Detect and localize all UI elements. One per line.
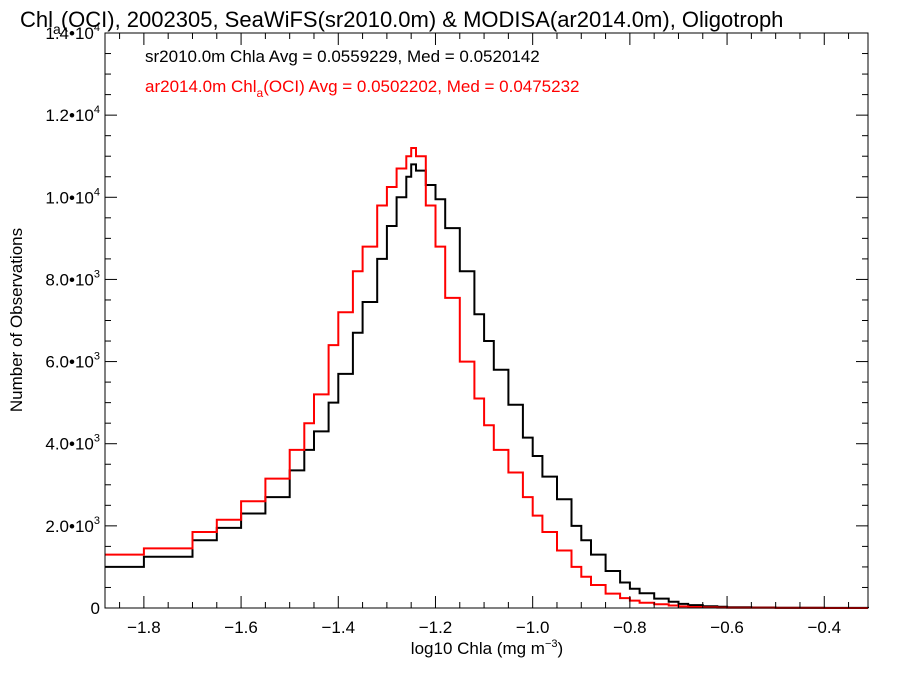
y-tick-label: 2.0•103 (45, 515, 100, 536)
x-axis-label: log10 Chla (mg m−3) (411, 638, 563, 658)
y-tick-label: 6.0•103 (45, 351, 100, 372)
x-tick-label: −1.6 (224, 618, 258, 637)
chart-title: Chla(OCI), 2002305, SeaWiFS(sr2010.0m) &… (20, 7, 783, 37)
series-line-1 (105, 147, 868, 609)
x-tick-label: −1.4 (321, 618, 355, 637)
annotation-sr2010: sr2010.0m Chla Avg = 0.0559229, Med = 0.… (145, 47, 540, 66)
x-tick-label: −0.8 (613, 618, 647, 637)
x-tick-label: −0.6 (710, 618, 744, 637)
x-tick-label: −1.8 (127, 618, 161, 637)
y-tick-label: 8.0•103 (45, 268, 100, 289)
y-tick-label: 1.4•104 (45, 22, 100, 43)
x-tick-label: −1.0 (516, 618, 550, 637)
x-tick-label: −0.4 (807, 618, 841, 637)
ticks-group: −1.8 −1.6 −1.4 −1.2 −1.0 −0.8 −0.6 −0.4 0 2.0•103… (45, 22, 868, 637)
y-tick-label: 4.0•103 (45, 433, 100, 454)
y-tick-label: 0 (91, 599, 100, 618)
y-tick-label: 1.2•104 (45, 104, 100, 125)
y-axis-label: Number of Observations (7, 228, 26, 412)
series-group (105, 147, 869, 609)
y-tick-label: 1.0•104 (45, 186, 100, 207)
series-line-0 (105, 163, 869, 609)
x-tick-label: −1.2 (419, 618, 453, 637)
annotation-ar2014: ar2014.0m Chla(OCI) Avg = 0.0502202, Med… (145, 77, 580, 100)
